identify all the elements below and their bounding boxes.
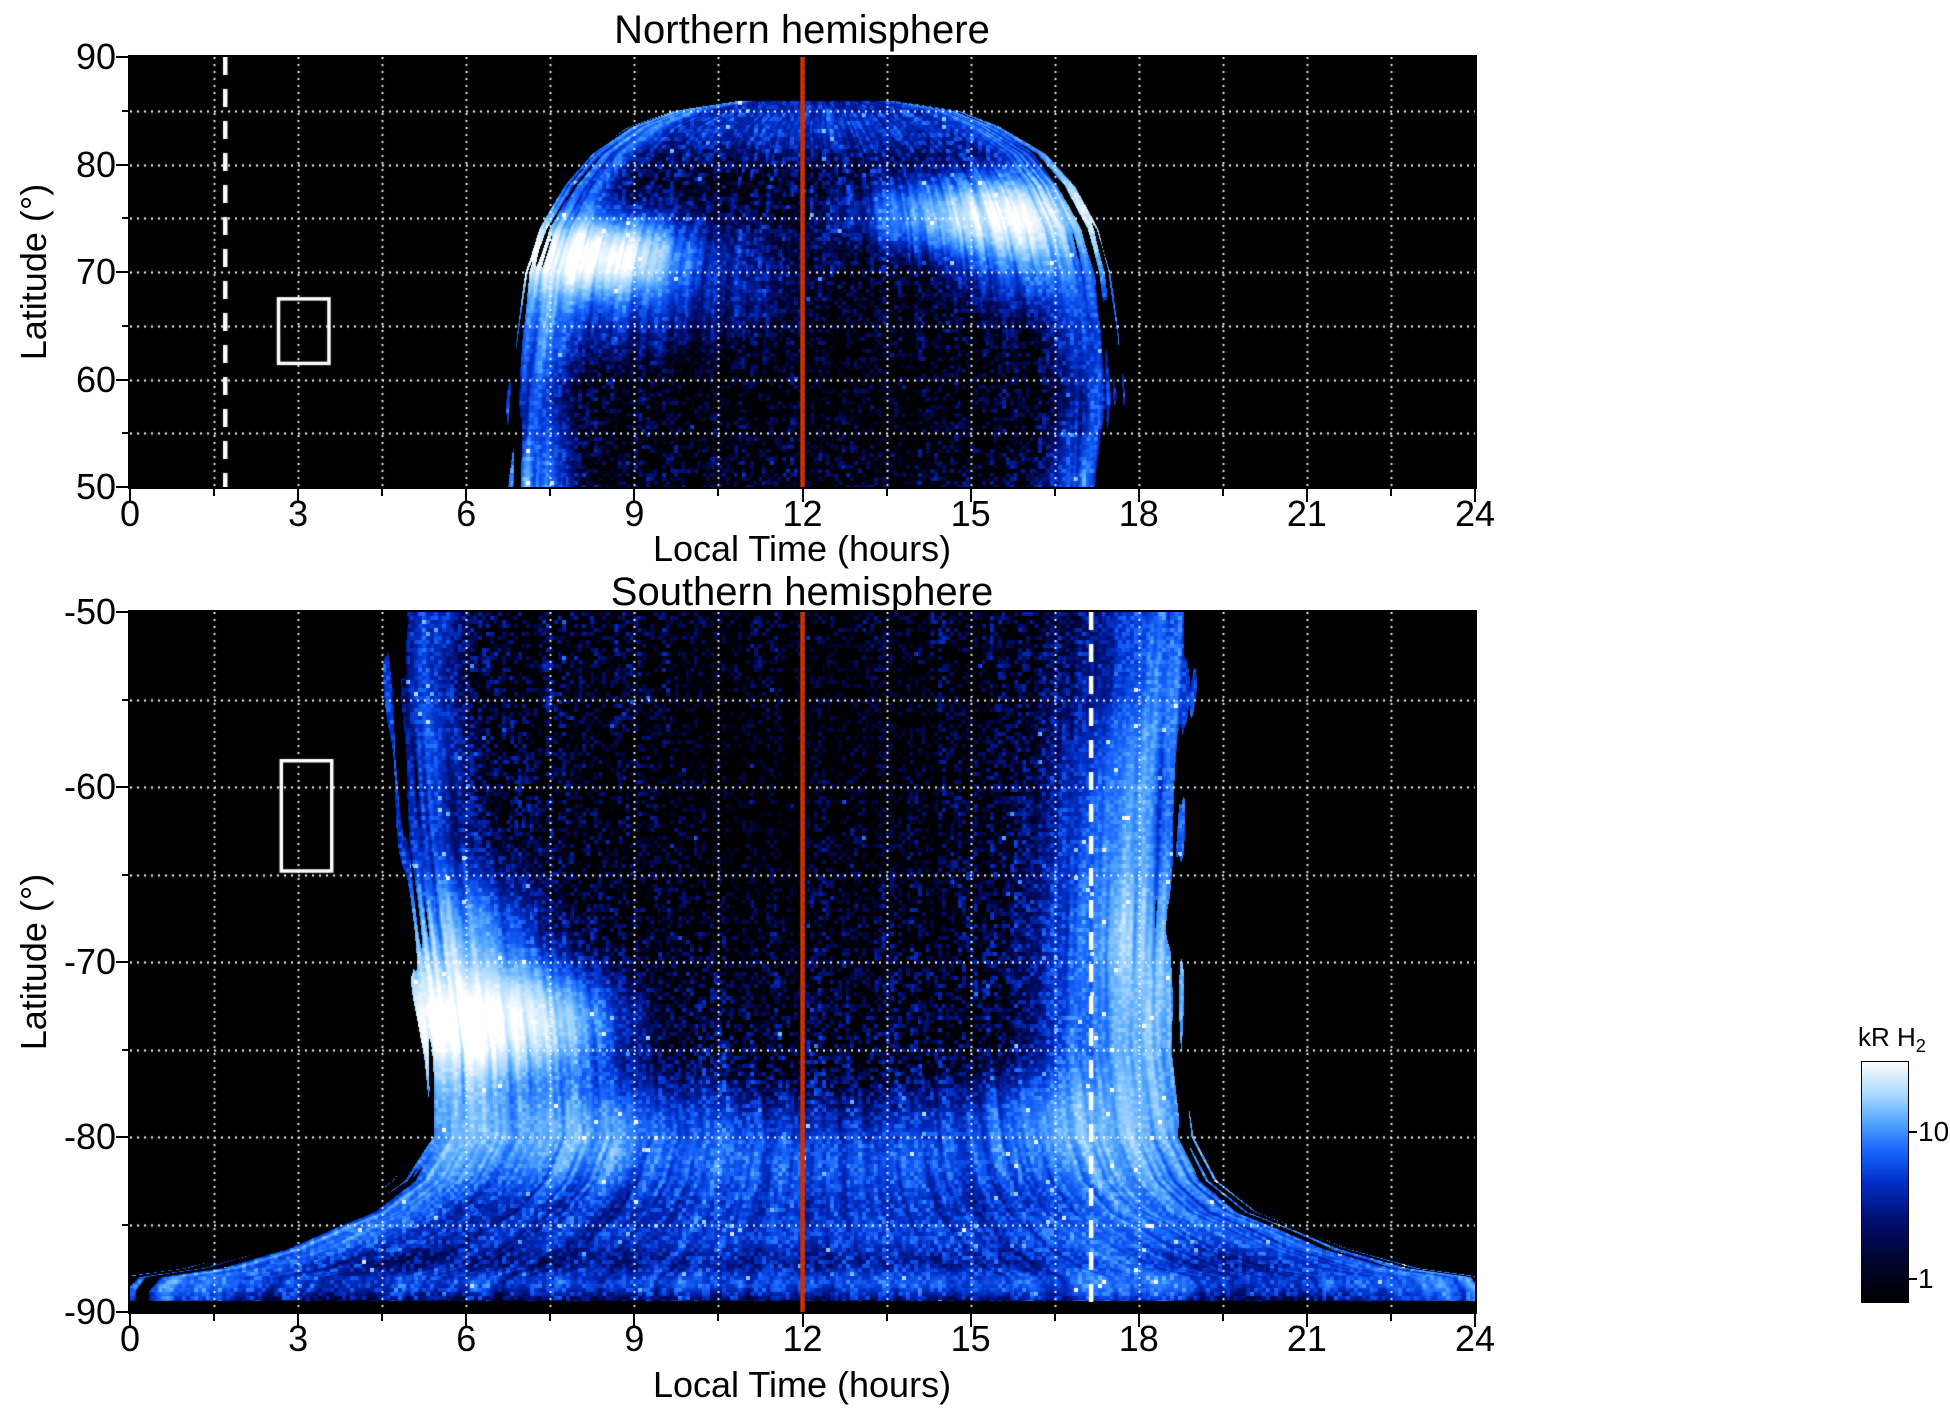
north-y-tick-mark <box>116 486 128 488</box>
south-y-tick-mark <box>116 1136 128 1138</box>
northern-panel-title: Northern hemisphere <box>614 8 990 52</box>
north-x-tick-mark <box>297 489 300 502</box>
colorbar-tick-mark <box>1909 1131 1917 1134</box>
south-x-tick-mark <box>801 1314 804 1327</box>
colorbar-title-subscript: 2 <box>1915 1036 1926 1057</box>
northern-heatmap-plot <box>130 57 1475 487</box>
south-x-minor-tick-mark <box>1053 1314 1056 1321</box>
north-y-minor-tick-mark <box>122 324 128 327</box>
north-x-tick-mark <box>1305 489 1308 502</box>
south-x-minor-tick-mark <box>885 1314 888 1321</box>
north-x-tick-mark <box>633 489 636 502</box>
north-x-tick-label: 9 <box>624 493 645 534</box>
colorbar-tick-label: 10 <box>1918 1116 1950 1148</box>
south-y-tick-mark <box>116 611 128 613</box>
north-y-tick-label: 80 <box>75 143 116 185</box>
south-x-tick-mark <box>1474 1314 1476 1327</box>
north-y-tick-mark <box>116 271 128 273</box>
south-y-tick-mark <box>116 786 128 788</box>
south-x-tick-label: 0 <box>119 1318 141 1359</box>
south-x-minor-tick-mark <box>381 1314 384 1321</box>
north-x-tick-mark <box>801 489 804 502</box>
south-x-tick-label: 9 <box>624 1318 645 1359</box>
north-x-tick-mark <box>465 489 468 502</box>
south-y-minor-tick-mark <box>122 1223 128 1226</box>
north-x-tick-label: 0 <box>119 493 141 534</box>
south-y-minor-tick-mark <box>122 873 128 876</box>
colorbar-tick-label: 1 <box>1918 1263 1934 1295</box>
north-x-minor-tick-mark <box>1389 489 1392 496</box>
south-x-minor-tick-mark <box>1221 1314 1224 1321</box>
southern-panel-title: Southern hemisphere <box>610 570 994 614</box>
south-x-tick-mark <box>297 1314 300 1327</box>
south-y-tick-mark <box>116 961 128 963</box>
north-y-minor-tick-mark <box>122 432 128 435</box>
south-y-minor-tick-mark <box>122 1048 128 1051</box>
south-y-tick-label: -50 <box>63 591 116 632</box>
north-x-minor-tick-mark <box>1053 489 1056 496</box>
north-x-tick-mark <box>969 489 972 502</box>
north-y-tick-label: 90 <box>75 36 116 77</box>
north-x-tick-mark <box>1137 489 1140 502</box>
south-y-tick-label: -80 <box>63 1116 116 1157</box>
north-x-minor-tick-mark <box>885 489 888 496</box>
north-y-minor-tick-mark <box>122 217 128 220</box>
southern-x-axis-label: Local Time (hours) <box>652 1364 952 1405</box>
south-x-minor-tick-mark <box>1389 1314 1392 1321</box>
south-x-tick-label: 3 <box>288 1318 309 1359</box>
south-x-tick-mark <box>465 1314 468 1327</box>
north-y-tick-label: 60 <box>75 358 116 400</box>
south-y-tick-label: -70 <box>63 941 116 982</box>
south-y-tick-label: -60 <box>63 766 116 807</box>
south-y-minor-tick-mark <box>122 698 128 701</box>
colorbar-title: kR H2 <box>1858 1022 1926 1057</box>
south-y-tick-label: -90 <box>63 1291 116 1332</box>
south-y-tick-mark <box>116 1311 128 1313</box>
northern-x-axis-label: Local Time (hours) <box>652 528 952 569</box>
colorbar-tick-mark <box>1909 1278 1917 1281</box>
south-x-minor-tick-mark <box>549 1314 552 1321</box>
colorbar-title-text: kR H <box>1858 1022 1916 1052</box>
north-x-tick-label: 6 <box>456 493 477 534</box>
south-x-tick-mark <box>633 1314 636 1327</box>
north-y-tick-mark <box>116 378 128 381</box>
south-x-minor-tick-mark <box>717 1314 720 1321</box>
south-x-tick-mark <box>129 1314 131 1327</box>
north-x-tick-label: 3 <box>288 493 309 534</box>
north-x-minor-tick-mark <box>381 489 384 496</box>
north-y-tick-label: 70 <box>75 251 116 292</box>
north-x-minor-tick-mark <box>1221 489 1224 496</box>
north-x-tick-mark <box>1474 489 1476 502</box>
south-x-tick-mark <box>969 1314 972 1327</box>
south-x-tick-mark <box>1305 1314 1308 1327</box>
north-y-minor-tick-mark <box>122 109 128 112</box>
north-y-tick-mark <box>116 163 128 166</box>
north-x-minor-tick-mark <box>549 489 552 496</box>
colorbar-gradient <box>1862 1062 1908 1302</box>
north-x-minor-tick-mark <box>717 489 720 496</box>
north-y-tick-label: 50 <box>75 466 116 507</box>
north-x-tick-mark <box>129 489 131 502</box>
south-x-tick-mark <box>1137 1314 1140 1327</box>
southern-heatmap-plot <box>130 612 1475 1312</box>
south-x-minor-tick-mark <box>213 1314 216 1321</box>
north-y-tick-mark <box>116 56 128 58</box>
south-x-tick-label: 6 <box>456 1318 477 1359</box>
north-x-minor-tick-mark <box>213 489 216 496</box>
